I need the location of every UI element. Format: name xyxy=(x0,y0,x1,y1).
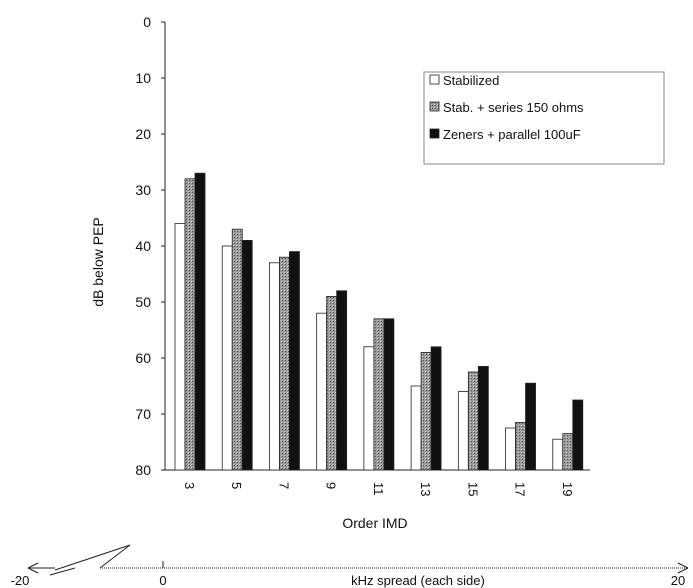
bar xyxy=(457,391,469,471)
category-label: 5 xyxy=(229,482,244,489)
category-label: 7 xyxy=(276,482,291,489)
bar xyxy=(410,385,422,471)
bar xyxy=(373,318,385,471)
bars xyxy=(174,172,584,471)
y-tick-label: 70 xyxy=(135,406,151,422)
legend-entry: Stab. + series 150 ohms xyxy=(443,100,584,115)
y-tick-label: 30 xyxy=(135,182,151,198)
bar xyxy=(562,433,574,471)
legend-entry: Zeners + parallel 100uF xyxy=(443,127,581,142)
bar xyxy=(279,256,290,471)
category-labels: 3 5 7 9 11 13 15 17 19 xyxy=(182,482,575,496)
spread-center-value: 0 xyxy=(159,573,166,588)
legend: Stabilized Stab. + series 150 ohms Zeners … xyxy=(423,71,665,165)
y-tick-label: 80 xyxy=(135,462,151,478)
bar xyxy=(241,239,253,471)
bar xyxy=(221,245,233,471)
bar xyxy=(430,346,442,471)
bar xyxy=(515,421,526,471)
x-axis-title: Order IMD xyxy=(342,515,407,531)
category-label: 9 xyxy=(324,482,339,489)
spread-axis-break xyxy=(49,544,131,576)
y-axis-title: dB below PEP xyxy=(90,217,106,307)
legend-box xyxy=(423,71,665,165)
bar xyxy=(505,427,516,471)
bar xyxy=(184,178,196,471)
legend-swatch xyxy=(429,101,440,112)
y-tick-label: 0 xyxy=(143,14,151,30)
bar xyxy=(326,295,338,471)
category-label: 3 xyxy=(182,482,197,489)
legend-swatch xyxy=(429,74,440,85)
spread-axis: -20 0 kHz spread (each side) 20 xyxy=(11,544,689,588)
bar xyxy=(552,438,564,471)
category-label: 13 xyxy=(418,482,433,496)
category-label: 17 xyxy=(513,482,528,496)
y-tick-label: 60 xyxy=(135,350,151,366)
bar xyxy=(194,172,206,471)
bar xyxy=(363,346,375,471)
spread-right-value: 20 xyxy=(671,573,685,588)
y-tick-labels: 0 10 20 30 40 50 60 70 80 xyxy=(135,14,165,478)
bar xyxy=(289,251,300,471)
spread-axis-label: kHz spread (each side) xyxy=(351,573,485,588)
legend-entry: Stabilized xyxy=(443,73,499,88)
bar xyxy=(383,318,395,471)
spread-left-value: -20 xyxy=(11,573,30,588)
y-tick-label: 10 xyxy=(135,70,151,86)
y-tick-label: 20 xyxy=(135,126,151,142)
bar xyxy=(525,382,536,471)
bar xyxy=(316,312,328,471)
bar xyxy=(231,228,243,471)
spread-axis-right-arrow xyxy=(677,562,689,574)
bar xyxy=(269,262,280,471)
bar xyxy=(572,399,584,471)
y-tick-label: 40 xyxy=(135,238,151,254)
category-label: 11 xyxy=(371,482,386,496)
bar xyxy=(477,365,489,471)
bar xyxy=(467,371,479,471)
legend-swatch xyxy=(429,128,440,139)
y-tick-label: 50 xyxy=(135,294,151,310)
bar xyxy=(420,351,432,471)
category-label: 19 xyxy=(560,482,575,496)
category-label: 15 xyxy=(465,482,480,496)
spread-axis-left-arrow xyxy=(27,562,39,574)
bar xyxy=(336,290,348,471)
bar xyxy=(174,223,186,471)
